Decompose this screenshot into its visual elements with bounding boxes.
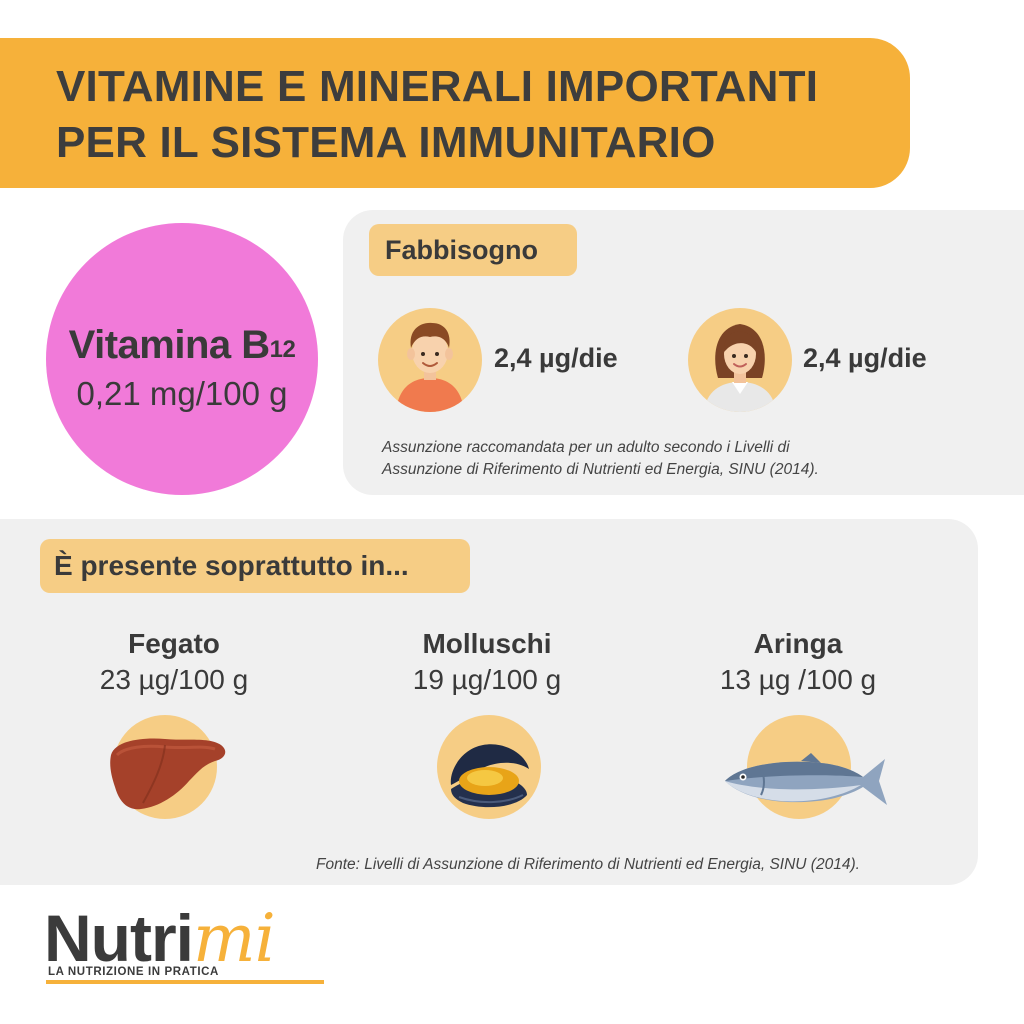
sources-tag: È presente soprattutto in... (40, 539, 470, 593)
food-circle-fegato (110, 715, 226, 819)
food-amount-molluschi: 19 µg/100 g (412, 664, 562, 695)
page-title-line-1: VITAMINE E MINERALI IMPORTANTI (56, 62, 819, 111)
requirement-note: Assunzione raccomandata per un adulto se… (382, 437, 982, 481)
source-footnote: Fonte: Livelli di Assunzione di Riferime… (316, 856, 860, 873)
nutrimi-logo: Nutrimi (44, 900, 276, 977)
woman-requirement-value: 2,4 µg/die (803, 343, 927, 373)
food-amount-fegato: 23 µg/100 g (99, 664, 249, 695)
liver-icon (110, 738, 226, 810)
vitamin-subscript: 12 (269, 336, 296, 363)
food-name-fegato: Fegato (128, 628, 220, 659)
food-amount-aringa: 13 µg /100 g (719, 664, 877, 695)
vitamin-name: Vitamina B12 (68, 323, 296, 367)
man-requirement-value: 2,4 µg/die (494, 343, 618, 373)
vitamin-circle: Vitamina B12 0,21 mg/100 g (46, 223, 318, 495)
man-icon (378, 308, 482, 412)
requirement-tag: Fabbisogno (369, 224, 577, 276)
herring-icon (725, 753, 887, 805)
food-name-molluschi: Molluschi (422, 628, 552, 659)
vitamin-amount: 0,21 mg/100 g (76, 375, 288, 412)
logo-tagline: LA NUTRIZIONE IN PRATICA (48, 966, 219, 978)
mussel-icon (450, 744, 529, 808)
woman-icon (688, 308, 792, 412)
logo-underline (46, 980, 324, 984)
food-name-aringa: Aringa (753, 628, 843, 659)
title-banner: VITAMINE E MINERALI IMPORTANTI PER IL SI… (0, 38, 910, 188)
requirement-note-line-1: Assunzione raccomandata per un adulto se… (382, 439, 790, 456)
logo-wordmark: Nutrimi (44, 900, 276, 977)
requirement-note-line-2: Assunzione di Riferimento di Nutrienti e… (382, 461, 819, 478)
food-circle-molluschi (437, 715, 541, 819)
page-title-line-2: PER IL SISTEMA IMMUNITARIO (56, 118, 716, 167)
